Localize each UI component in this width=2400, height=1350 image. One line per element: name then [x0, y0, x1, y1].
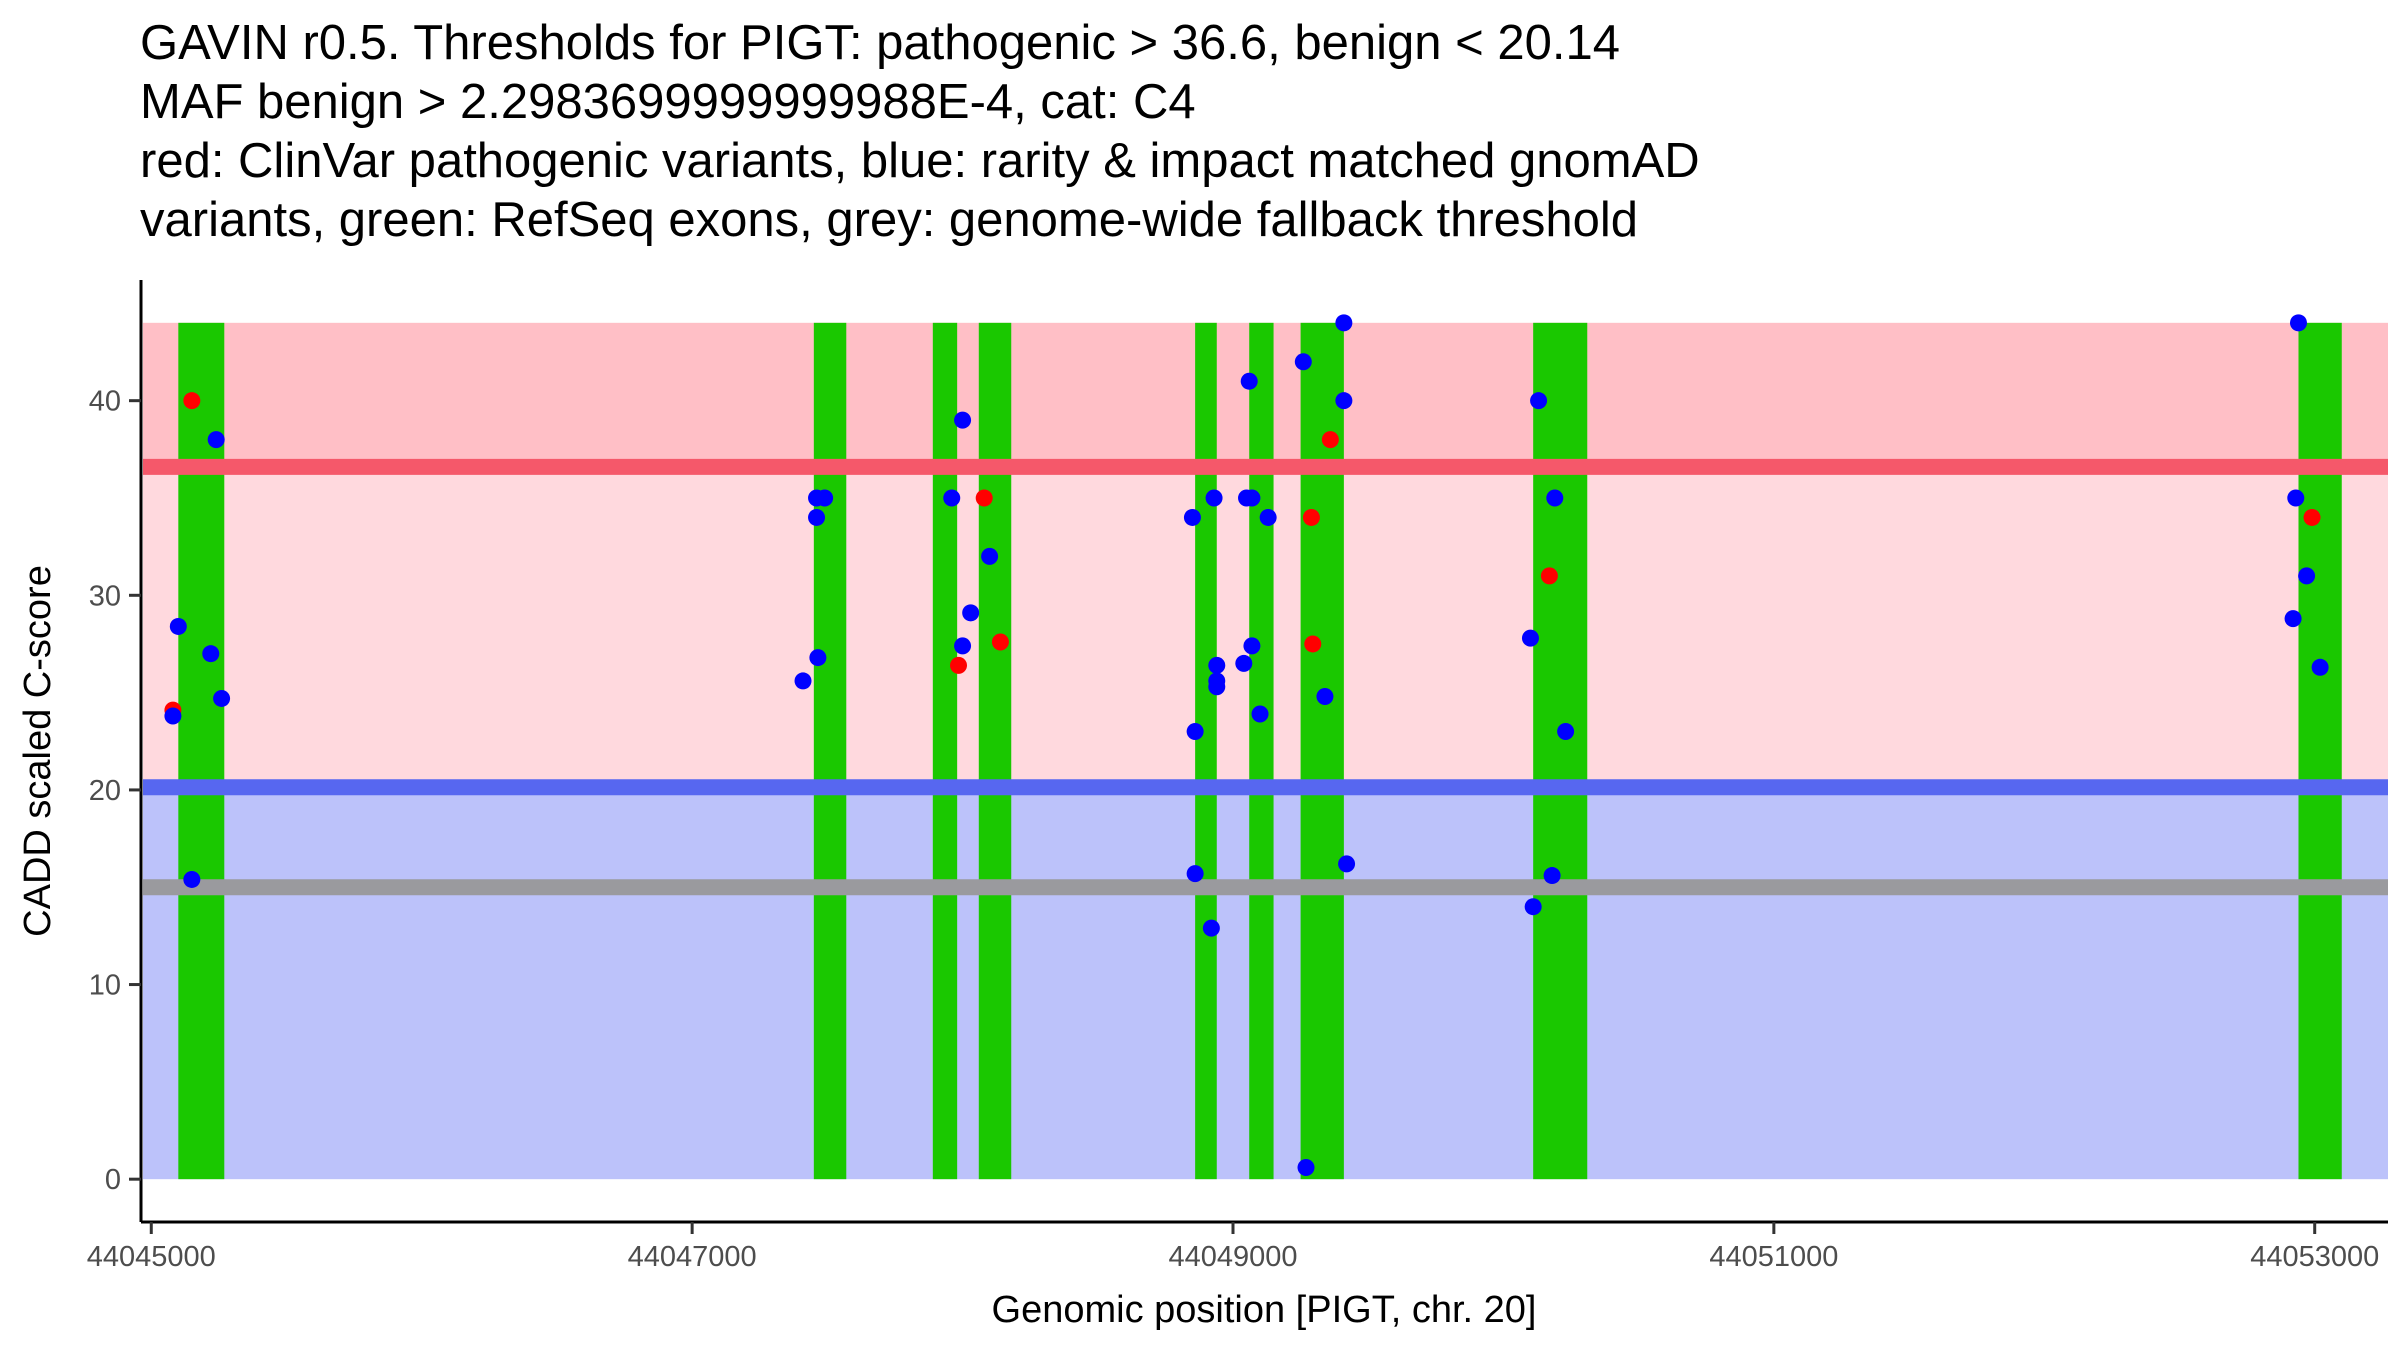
- chart-title-line-3: red: ClinVar pathogenic variants, blue: …: [140, 134, 1700, 188]
- exon-bar-5: [1195, 322, 1217, 1180]
- gnomad-point-3: [183, 870, 201, 888]
- gnomad-point-12: [943, 489, 961, 507]
- x-tick-label-44049000: 44049000: [1168, 1241, 1297, 1273]
- x-axis-title: Genomic position [PIGT, chr. 20]: [992, 1289, 1537, 1331]
- gnomad-point-4: [202, 645, 220, 663]
- gnomad-point-40: [1530, 392, 1548, 410]
- gnomad-point-39: [1524, 898, 1542, 916]
- gnomad-point-21: [1205, 489, 1223, 507]
- gnomad-point-6: [213, 689, 231, 707]
- chart-title: GAVIN r0.5. Thresholds for PIGT: pathoge…: [140, 14, 2340, 250]
- gnomad-point-38: [1521, 629, 1539, 647]
- clinvar-point-3: [950, 656, 968, 674]
- gnomad-point-8: [808, 508, 826, 526]
- axes: [139, 280, 2388, 1224]
- exon-bar-1: [178, 322, 225, 1180]
- gnomad-point-28: [1243, 489, 1261, 507]
- gnomad-point-30: [1251, 705, 1269, 723]
- gnomad-point-24: [1208, 678, 1226, 696]
- exon-bar-2: [813, 322, 847, 1180]
- gnomad-point-17: [1183, 508, 1201, 526]
- y-tick-label-40: 40: [89, 386, 121, 418]
- x-tick-label-44053000: 44053000: [2250, 1241, 2379, 1273]
- gnomad-point-11: [816, 489, 834, 507]
- gnomad-point-32: [1294, 353, 1312, 371]
- gnomad-point-42: [1546, 489, 1564, 507]
- x-tick-label-44047000: 44047000: [628, 1241, 757, 1273]
- clinvar-point-8: [1321, 431, 1339, 449]
- clinvar-point-9: [1540, 567, 1558, 585]
- gnomad-point-47: [2298, 567, 2316, 585]
- gnomad-point-16: [981, 547, 999, 565]
- gnomad-point-18: [1186, 723, 1204, 741]
- gnomad-point-14: [954, 637, 972, 655]
- axis-ticks: 0 10 20 30 40 44045000 44047000 44049000 4405100…: [87, 386, 2379, 1273]
- gnomad-point-7: [794, 672, 812, 690]
- exon-bar-8: [1533, 322, 1588, 1180]
- chart-title-line-1: GAVIN r0.5. Thresholds for PIGT: pathoge…: [140, 16, 1620, 70]
- gnomad-point-48: [2311, 658, 2329, 676]
- y-axis-title: CADD scaled C-score: [17, 565, 59, 937]
- exon-bar-9: [2298, 322, 2342, 1180]
- gnomad-point-15: [962, 604, 980, 622]
- gnomad-point-22: [1208, 656, 1226, 674]
- gnomad-point-31: [1259, 508, 1277, 526]
- gnomad-point-1: [164, 707, 182, 725]
- gnomad-point-35: [1335, 314, 1353, 332]
- gnomad-point-13: [954, 411, 972, 429]
- clinvar-point-7: [1304, 635, 1322, 653]
- x-tick-label-44045000: 44045000: [87, 1241, 216, 1273]
- gnomad-point-2: [169, 617, 187, 635]
- y-tick-label-20: 20: [89, 775, 121, 807]
- gnomad-point-25: [1235, 654, 1253, 672]
- chart-title-line-4: variants, green: RefSeq exons, grey: gen…: [140, 193, 1639, 247]
- exon-bar-7: [1300, 322, 1344, 1180]
- clinvar-point-10: [2303, 508, 2321, 526]
- y-tick-label-10: 10: [89, 970, 121, 1002]
- y-tick-label-30: 30: [89, 580, 121, 612]
- gnomad-point-5: [207, 431, 225, 449]
- x-tick-label-44051000: 44051000: [1709, 1241, 1838, 1273]
- clinvar-point-2: [183, 392, 201, 410]
- gnomad-point-27: [1240, 372, 1258, 390]
- gnomad-point-41: [1543, 867, 1561, 885]
- y-tick-label-0: 0: [105, 1164, 121, 1196]
- exon-bar-6: [1249, 322, 1274, 1180]
- gnomad-point-46: [2289, 314, 2307, 332]
- gnomad-point-36: [1335, 392, 1353, 410]
- gnomad-point-19: [1186, 865, 1204, 883]
- gnomad-point-29: [1243, 637, 1261, 655]
- chart-title-line-2: MAF benign > 2.2983699999999988E-4, cat:…: [140, 75, 1196, 129]
- variant-points: [164, 314, 2329, 1177]
- clinvar-point-6: [1302, 508, 1320, 526]
- threshold-lines: [143, 458, 2388, 896]
- exon-bar-4: [978, 322, 1012, 1180]
- gnomad-point-34: [1316, 688, 1334, 706]
- gnomad-point-20: [1202, 919, 1220, 937]
- gnomad-point-45: [2287, 489, 2305, 507]
- gnomad-point-43: [1557, 723, 1575, 741]
- exon-bar-3: [932, 322, 958, 1180]
- clinvar-point-4: [975, 489, 993, 507]
- clinvar-point-5: [991, 633, 1009, 651]
- gnomad-point-44: [2284, 610, 2302, 628]
- gnomad-point-10: [809, 649, 827, 667]
- gnomad-point-37: [1338, 855, 1356, 873]
- gnomad-point-33: [1297, 1159, 1315, 1177]
